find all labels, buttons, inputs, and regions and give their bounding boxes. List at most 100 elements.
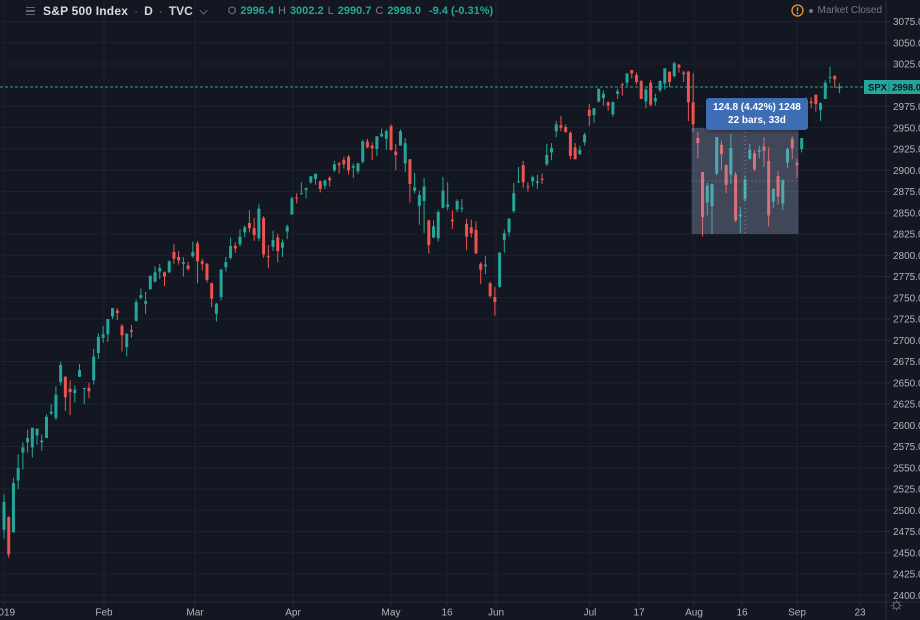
measure-zone[interactable] — [691, 127, 799, 235]
y-axis-label[interactable]: 2500.0 — [893, 506, 920, 517]
y-axis-label[interactable]: 2875.0 — [893, 187, 920, 198]
y-axis-label[interactable]: 2550.0 — [893, 463, 920, 474]
candle-body — [342, 160, 346, 165]
candle-body — [304, 188, 308, 190]
candle-body — [389, 126, 393, 150]
measure-tool-label[interactable]: 124.8 (4.42%) 1248 22 bars, 33d — [706, 98, 808, 130]
y-axis-label[interactable]: 2825.0 — [893, 230, 920, 241]
x-axis-label[interactable]: Jun — [488, 608, 504, 619]
y-axis-label[interactable]: 2475.0 — [893, 527, 920, 538]
candle-body — [550, 148, 554, 153]
candle-body — [257, 208, 261, 239]
candle-body — [398, 131, 402, 146]
candle-body — [314, 173, 318, 179]
scales-settings-button[interactable] — [890, 599, 903, 617]
y-axis-label[interactable]: 2925.0 — [893, 145, 920, 156]
y-axis-label[interactable]: 2975.0 — [893, 102, 920, 113]
interval-label[interactable]: D — [144, 4, 153, 18]
y-axis-label[interactable]: 2425.0 — [893, 570, 920, 581]
y-axis-label[interactable]: 3050.0 — [893, 38, 920, 49]
candle-body — [597, 88, 601, 102]
high-value: 3002.2 — [289, 5, 324, 17]
candle-body — [238, 236, 242, 245]
candle-body — [162, 272, 166, 277]
candle-body — [521, 165, 525, 183]
x-axis-label[interactable]: 16 — [441, 608, 453, 619]
symbol-legend[interactable]: S&P 500 Index · D · TVC O 2996.4 H 3002.… — [26, 4, 493, 18]
candle-body — [106, 319, 110, 335]
y-axis-label[interactable]: 2400.0 — [893, 591, 920, 602]
y-axis-label[interactable]: 2775.0 — [893, 272, 920, 283]
y-axis-label[interactable]: 2650.0 — [893, 378, 920, 389]
candle-body — [762, 146, 766, 151]
candle-body — [719, 144, 723, 155]
candle-body — [177, 257, 181, 261]
candle-body — [54, 394, 58, 418]
candle-body — [219, 269, 223, 297]
close-value: 2998.0 — [387, 5, 421, 17]
candle-body — [752, 153, 756, 170]
candle-body — [63, 376, 67, 398]
y-axis-label[interactable]: 2725.0 — [893, 315, 920, 326]
x-axis-label[interactable]: 16 — [736, 608, 748, 619]
low-label: L — [327, 5, 334, 17]
x-axis-label[interactable]: May — [382, 608, 401, 619]
candle-body — [677, 64, 681, 68]
x-axis-label[interactable]: Jul — [584, 608, 597, 619]
candle-body — [73, 389, 77, 393]
y-axis-label[interactable]: 2700.0 — [893, 336, 920, 347]
separator-dot: · — [134, 4, 139, 18]
candle-body — [403, 143, 407, 164]
y-axis-label[interactable]: 2625.0 — [893, 400, 920, 411]
y-axis-label[interactable]: 3075.0 — [893, 17, 920, 28]
badge-price: 2998.0 — [892, 83, 920, 94]
candle-body — [483, 264, 487, 267]
data-alert-icon[interactable] — [790, 4, 804, 17]
y-axis-label[interactable]: 3025.0 — [893, 60, 920, 71]
candle-body — [92, 356, 96, 381]
candle-body — [837, 87, 841, 89]
candle-body — [644, 89, 648, 102]
candle-body — [828, 76, 832, 78]
candle-body — [724, 165, 728, 185]
last-price-badge[interactable] — [864, 80, 920, 94]
candle-body — [469, 227, 473, 234]
candle-body — [40, 440, 44, 443]
candle-body — [49, 411, 53, 414]
x-axis-label[interactable]: Sep — [788, 608, 806, 619]
candle-body — [545, 155, 549, 165]
y-axis-label[interactable]: 2575.0 — [893, 442, 920, 453]
y-axis-label[interactable]: 2600.0 — [893, 421, 920, 432]
candle-body — [252, 228, 256, 235]
x-axis-label[interactable]: 2019 — [0, 608, 16, 619]
x-axis-label[interactable]: 23 — [854, 608, 866, 619]
symbol-name[interactable]: S&P 500 Index — [43, 4, 129, 18]
y-axis-label[interactable]: 2675.0 — [893, 357, 920, 368]
candle-body — [375, 136, 379, 150]
candle-body — [380, 133, 384, 137]
y-axis-label[interactable]: 2900.0 — [893, 166, 920, 177]
y-axis-label[interactable]: 2525.0 — [893, 485, 920, 496]
exchange-label[interactable]: TVC — [168, 4, 193, 18]
candle-body — [634, 75, 638, 82]
y-axis-label[interactable]: 2850.0 — [893, 208, 920, 219]
chevron-down-icon[interactable] — [200, 5, 208, 13]
x-axis-label[interactable]: Feb — [95, 608, 113, 619]
candle-body — [620, 84, 624, 86]
y-axis-label[interactable]: 2750.0 — [893, 293, 920, 304]
y-axis-label[interactable]: 2800.0 — [893, 251, 920, 262]
candle-body — [422, 186, 426, 201]
x-axis-label[interactable]: Apr — [285, 608, 301, 619]
y-axis-label[interactable]: 2950.0 — [893, 123, 920, 134]
candle-body — [167, 261, 171, 273]
x-axis-label[interactable]: Mar — [186, 608, 204, 619]
y-axis-label[interactable]: 2450.0 — [893, 548, 920, 559]
candle-body — [493, 296, 497, 303]
candle-body — [601, 93, 605, 99]
candle-body — [776, 176, 780, 197]
x-axis-label[interactable]: Aug — [685, 608, 703, 619]
x-axis-label[interactable]: 17 — [633, 608, 645, 619]
candle-body — [526, 186, 530, 188]
